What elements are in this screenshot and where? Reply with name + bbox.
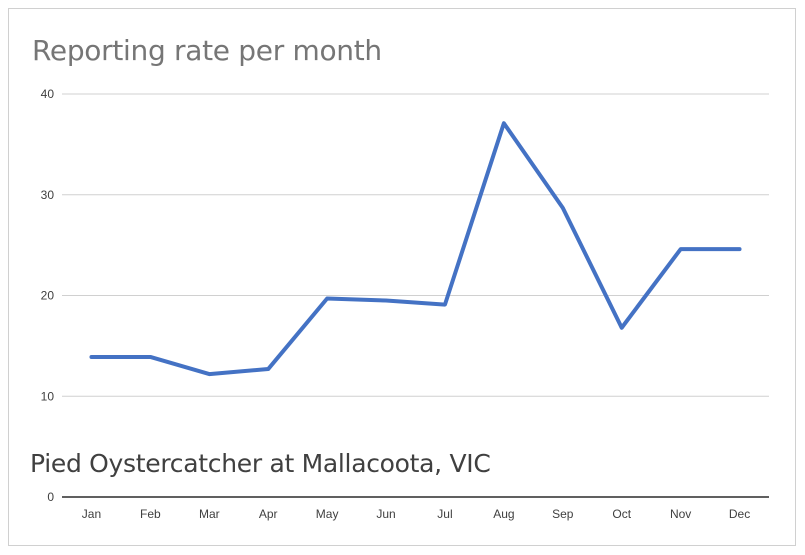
chart-area xyxy=(8,8,796,546)
chart-annotation: Pied Oystercatcher at Mallacoota, VIC xyxy=(30,449,491,478)
x-tick-label: Jul xyxy=(437,507,452,521)
x-tick-label: Jun xyxy=(376,507,395,521)
y-tick-label: 0 xyxy=(47,490,54,504)
chart-title: Reporting rate per month xyxy=(32,34,382,67)
x-tick-label: Jan xyxy=(82,507,101,521)
x-tick-label: Mar xyxy=(199,507,220,521)
x-tick-label: Aug xyxy=(493,507,514,521)
series-line xyxy=(89,121,742,377)
y-tick-label: 30 xyxy=(41,188,55,202)
y-tick-label: 40 xyxy=(41,87,55,101)
x-tick-label: Feb xyxy=(140,507,161,521)
x-tick-label: Nov xyxy=(670,507,691,521)
x-tick-label: Dec xyxy=(729,507,750,521)
y-tick-label: 20 xyxy=(41,289,55,303)
x-tick-label: Sep xyxy=(552,507,574,521)
x-tick-label: Apr xyxy=(259,507,278,521)
x-tick-label: Oct xyxy=(612,507,631,521)
x-tick-label: May xyxy=(316,507,339,521)
y-tick-label: 10 xyxy=(41,389,55,403)
